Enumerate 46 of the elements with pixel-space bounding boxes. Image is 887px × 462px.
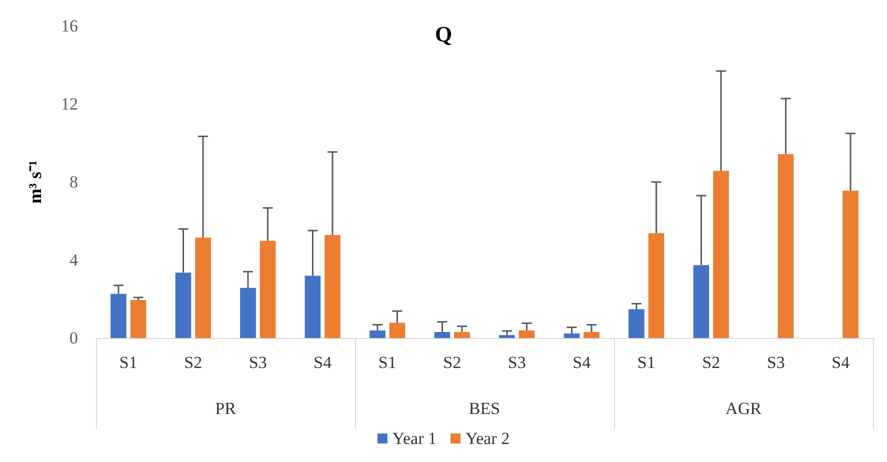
y-tick-label: 16 <box>61 16 78 36</box>
x-tick-label: S4 <box>572 353 592 372</box>
x-tick-label: S3 <box>508 353 526 372</box>
bar <box>499 335 515 338</box>
text: PR <box>215 399 237 418</box>
bar <box>713 170 729 338</box>
x-tick-label: S4 <box>314 353 332 372</box>
text: BES <box>468 399 500 418</box>
bar <box>628 309 644 338</box>
x-tick-label: S1 <box>119 353 138 372</box>
bar <box>778 154 794 338</box>
bar <box>842 190 858 338</box>
bar <box>584 332 600 338</box>
bar <box>324 235 340 338</box>
y-tick-label: 4 <box>70 250 78 270</box>
bar <box>260 240 276 338</box>
x-tick-label: S1 <box>637 353 656 372</box>
legend-label: Year 1 <box>392 429 436 448</box>
x-tick-label: S2 <box>443 353 462 372</box>
legend-label: Year 2 <box>466 429 510 448</box>
bar <box>518 330 535 338</box>
bar <box>240 288 256 338</box>
x-tick-label: S2 <box>184 353 202 372</box>
x-tick-label: S3 <box>248 353 267 372</box>
x-tick-label: S1 <box>378 353 396 372</box>
bar <box>564 334 580 338</box>
bar <box>195 238 211 338</box>
bar <box>370 330 386 338</box>
bar <box>304 276 321 338</box>
x-tick-label: S4 <box>832 353 850 372</box>
bar <box>175 272 192 338</box>
bar <box>648 233 664 338</box>
y-tick-label: 12 <box>61 94 78 114</box>
x-tick-label: S3 <box>766 353 785 372</box>
text: AGR <box>726 399 762 418</box>
bar <box>693 265 710 338</box>
x-tick-label: S2 <box>702 353 720 372</box>
y-axis-title: m³ s⁻¹ <box>25 160 45 204</box>
y-tick-label: 0 <box>70 328 78 348</box>
bar <box>389 322 406 338</box>
bar <box>454 332 470 338</box>
bar <box>110 294 126 338</box>
y-tick-label: 8 <box>70 172 78 192</box>
bar <box>130 300 146 338</box>
chart-title: Q <box>434 22 452 46</box>
bar <box>434 332 450 338</box>
